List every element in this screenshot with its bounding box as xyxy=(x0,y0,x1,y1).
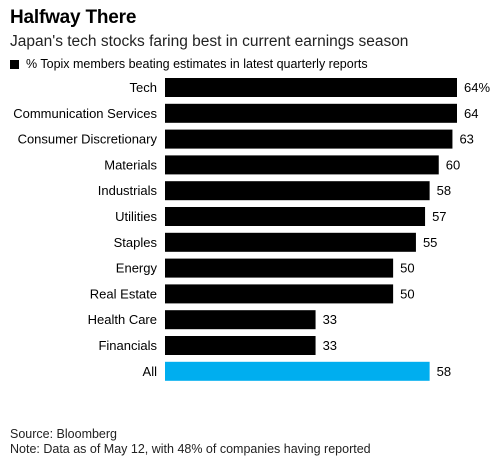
bar-all xyxy=(165,361,430,381)
value-label-staples: 55 xyxy=(423,235,437,250)
legend: % Topix members beating estimates in lat… xyxy=(10,57,368,71)
value-label-real-estate: 50 xyxy=(400,286,414,301)
footnote: Note: Data as of May 12, with 48% of com… xyxy=(10,442,371,456)
value-label-energy: 50 xyxy=(400,261,414,276)
category-label-all: All xyxy=(143,364,158,379)
bar-health-care xyxy=(165,310,316,330)
bar-utilities xyxy=(165,207,426,226)
category-label-consumer-discretionary: Consumer Discretionary xyxy=(18,132,158,147)
value-label-communication-services: 64 xyxy=(464,106,478,121)
category-label-real-estate: Real Estate xyxy=(90,286,157,301)
category-label-materials: Materials xyxy=(104,157,157,172)
bar-chart: Tech 64% Communication Services 64 Consumer … xyxy=(13,78,490,381)
value-label-health-care: 33 xyxy=(323,312,337,327)
bar-energy xyxy=(165,258,394,278)
bar-industrials xyxy=(165,181,430,201)
category-label-utilities: Utilities xyxy=(115,209,157,224)
category-label-energy: Energy xyxy=(116,261,158,276)
value-label-utilities: 57 xyxy=(432,209,446,224)
legend-swatch xyxy=(10,59,19,69)
bar-real-estate xyxy=(165,284,394,304)
category-label-staples: Staples xyxy=(114,235,158,250)
bar-communication-services xyxy=(165,103,457,123)
value-label-financials: 33 xyxy=(323,338,337,353)
value-label-all: 58 xyxy=(437,364,451,379)
category-label-health-care: Health Care xyxy=(88,312,157,327)
bar-tech xyxy=(165,78,457,97)
category-label-communication-services: Communication Services xyxy=(13,106,157,121)
bar-financials xyxy=(165,336,316,355)
value-label-industrials: 58 xyxy=(437,183,451,198)
bar-staples xyxy=(165,232,416,252)
legend-label: % Topix members beating estimates in lat… xyxy=(26,57,368,71)
value-label-tech: 64% xyxy=(464,80,490,95)
bar-consumer-discretionary xyxy=(165,129,453,149)
category-label-industrials: Industrials xyxy=(98,183,158,198)
source-note: Source: Bloomberg xyxy=(10,427,118,441)
chart-title: Halfway There xyxy=(10,7,137,28)
bar-materials xyxy=(165,155,439,175)
category-label-financials: Financials xyxy=(98,338,157,353)
value-label-materials: 60 xyxy=(446,157,460,172)
category-label-tech: Tech xyxy=(130,80,157,95)
chart-subtitle: Japan's tech stocks faring best in curre… xyxy=(10,33,409,50)
value-label-consumer-discretionary: 63 xyxy=(459,132,473,147)
